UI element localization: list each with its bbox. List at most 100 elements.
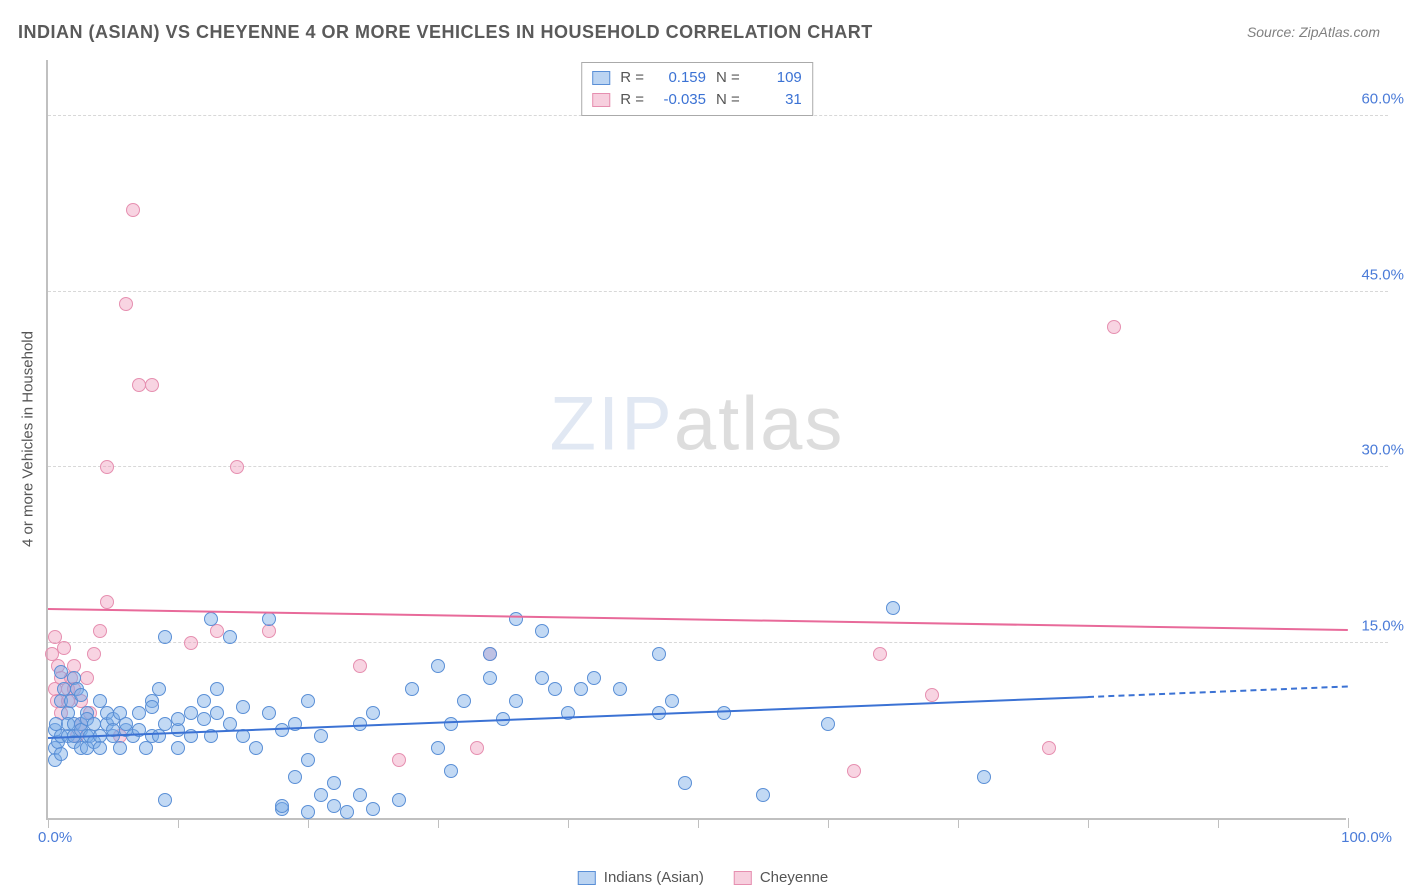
x-tick	[568, 818, 569, 828]
data-point	[158, 630, 172, 644]
data-point	[236, 700, 250, 714]
data-point	[57, 641, 71, 655]
data-point	[483, 647, 497, 661]
trendline	[1088, 685, 1348, 698]
data-point	[87, 647, 101, 661]
data-point	[119, 297, 133, 311]
stat-r-label: R =	[620, 89, 644, 111]
data-point	[54, 747, 68, 761]
data-point	[535, 624, 549, 638]
data-point	[587, 671, 601, 685]
data-point	[301, 694, 315, 708]
data-point	[470, 741, 484, 755]
data-point	[197, 712, 211, 726]
data-point	[80, 671, 94, 685]
x-axis-max-label: 100.0%	[1341, 829, 1392, 846]
data-point	[152, 682, 166, 696]
data-point	[171, 712, 185, 726]
x-axis-min-label: 0.0%	[38, 829, 72, 846]
data-point	[288, 770, 302, 784]
data-point	[405, 682, 419, 696]
data-point	[145, 700, 159, 714]
data-point	[431, 659, 445, 673]
data-point	[100, 460, 114, 474]
stats-legend-box: R = 0.159 N = 109 R = -0.035 N = 31	[581, 62, 813, 116]
x-tick	[178, 818, 179, 828]
data-point	[74, 688, 88, 702]
data-point	[717, 706, 731, 720]
data-point	[197, 694, 211, 708]
data-point	[847, 764, 861, 778]
legend-item-cheyenne: Cheyenne	[734, 869, 828, 886]
source-attribution: Source: ZipAtlas.com	[1247, 24, 1380, 40]
data-point	[249, 741, 263, 755]
data-point	[665, 694, 679, 708]
data-point	[392, 753, 406, 767]
data-point	[873, 647, 887, 661]
x-tick	[438, 818, 439, 828]
stat-r-label: R =	[620, 67, 644, 89]
data-point	[301, 753, 315, 767]
x-tick	[698, 818, 699, 828]
legend-swatch-pink	[734, 871, 752, 885]
y-tick-label: 60.0%	[1361, 91, 1404, 108]
data-point	[171, 741, 185, 755]
data-point	[977, 770, 991, 784]
data-point	[327, 776, 341, 790]
stat-n-indians: 109	[750, 67, 802, 89]
watermark: ZIPatlas	[550, 380, 845, 467]
data-point	[132, 378, 146, 392]
legend-swatch-blue	[578, 871, 596, 885]
y-tick-label: 15.0%	[1361, 617, 1404, 634]
data-point	[301, 805, 315, 819]
data-point	[100, 595, 114, 609]
data-point	[613, 682, 627, 696]
x-tick	[48, 818, 49, 828]
x-tick	[1218, 818, 1219, 828]
data-point	[314, 788, 328, 802]
data-point	[184, 706, 198, 720]
data-point	[223, 630, 237, 644]
data-point	[126, 203, 140, 217]
data-point	[1107, 320, 1121, 334]
swatch-indians	[592, 71, 610, 85]
data-point	[353, 659, 367, 673]
stat-n-cheyenne: 31	[750, 89, 802, 111]
x-tick	[828, 818, 829, 828]
data-point	[444, 764, 458, 778]
stats-row-cheyenne: R = -0.035 N = 31	[592, 89, 802, 111]
data-point	[756, 788, 770, 802]
chart-title: INDIAN (ASIAN) VS CHEYENNE 4 OR MORE VEH…	[18, 22, 873, 43]
data-point	[262, 706, 276, 720]
data-point	[54, 665, 68, 679]
data-point	[1042, 741, 1056, 755]
data-point	[509, 612, 523, 626]
watermark-light: atlas	[674, 381, 845, 466]
swatch-cheyenne	[592, 93, 610, 107]
x-tick	[308, 818, 309, 828]
gridline-h	[48, 642, 1388, 643]
data-point	[158, 717, 172, 731]
data-point	[925, 688, 939, 702]
watermark-bold: ZIP	[550, 381, 674, 466]
data-point	[275, 799, 289, 813]
data-point	[230, 460, 244, 474]
data-point	[210, 682, 224, 696]
data-point	[535, 671, 549, 685]
data-point	[886, 601, 900, 615]
data-point	[145, 378, 159, 392]
data-point	[392, 793, 406, 807]
data-point	[509, 694, 523, 708]
legend-item-indians: Indians (Asian)	[578, 869, 704, 886]
stat-n-label: N =	[716, 67, 740, 89]
data-point	[314, 729, 328, 743]
trendline	[48, 608, 1348, 631]
bottom-legend: Indians (Asian) Cheyenne	[578, 869, 828, 886]
data-point	[652, 647, 666, 661]
data-point	[431, 741, 445, 755]
legend-label-indians: Indians (Asian)	[604, 869, 704, 886]
x-tick	[1348, 818, 1349, 828]
data-point	[574, 682, 588, 696]
data-point	[184, 636, 198, 650]
y-tick-label: 45.0%	[1361, 266, 1404, 283]
